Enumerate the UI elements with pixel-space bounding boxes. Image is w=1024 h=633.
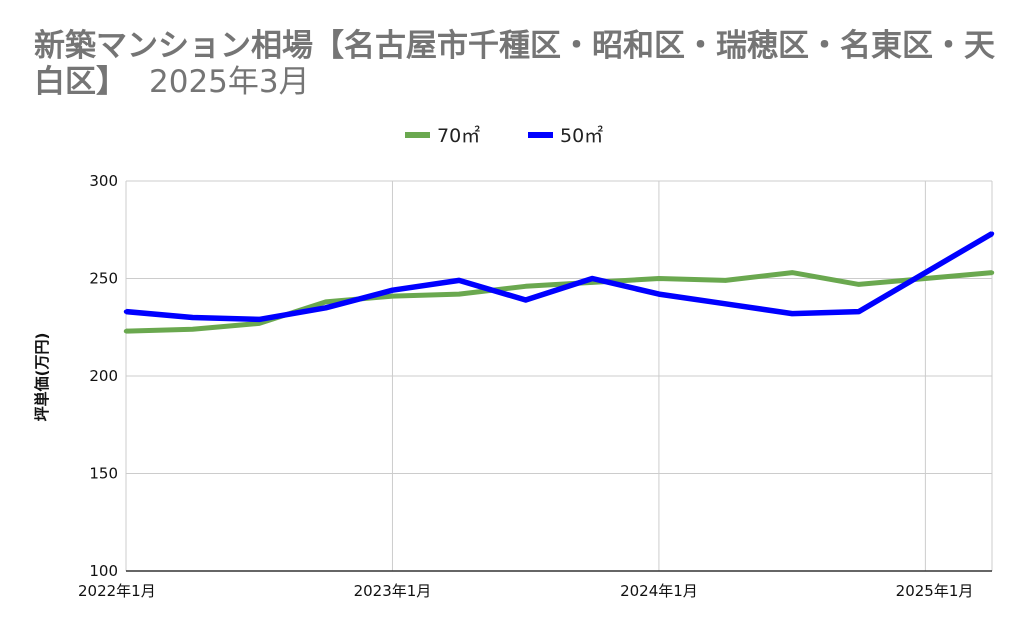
chart-title: 新築マンション相場【名古屋市千種区・昭和区・瑞穂区・名東区・天白区】 2025年3… (34, 28, 1004, 100)
series-line-1 (125, 231, 994, 323)
data-point (257, 317, 262, 322)
data-point (123, 328, 129, 334)
y-tick-label: 300 (89, 172, 118, 190)
data-point (456, 291, 462, 297)
data-point (523, 284, 528, 289)
data-point (190, 315, 195, 320)
data-point (390, 288, 395, 293)
legend-label-0: 70㎡ (437, 124, 480, 147)
gridlines (125, 180, 993, 572)
chart-subtitle: 2025年3月 (149, 64, 310, 100)
data-point (323, 299, 329, 305)
series-line-0 (125, 270, 993, 334)
data-point (989, 231, 995, 236)
y-axis-title: 坪単価(万円) (33, 333, 51, 422)
y-tick-label: 150 (89, 465, 118, 483)
data-point (323, 305, 329, 310)
data-point (257, 321, 262, 326)
data-point (456, 278, 462, 283)
data-point (723, 301, 728, 307)
y-tick-label: 200 (89, 367, 118, 385)
data-point (923, 276, 928, 281)
data-point (856, 309, 861, 314)
data-point (590, 276, 595, 281)
y-tick-label: 250 (89, 270, 118, 288)
data-point (789, 311, 795, 316)
x-tick-label: 2024年1月 (620, 582, 698, 600)
data-point (390, 293, 395, 299)
data-point (923, 270, 928, 275)
x-tick-label: 2023年1月 (354, 582, 432, 600)
data-point (523, 297, 528, 303)
legend-label-1: 50㎡ (560, 124, 603, 147)
x-tick-label: 2025年1月 (896, 582, 974, 600)
y-axis-ticks: 100 150 200 250 300 (89, 172, 118, 580)
legend-item-1: 50㎡ (528, 124, 603, 147)
data-point (989, 270, 995, 275)
legend: 70㎡ 50㎡ (405, 124, 603, 147)
x-axis-ticks: 2022年1月 2023年1月 2024年1月 2025年1月 (78, 582, 973, 600)
data-point (190, 327, 195, 332)
x-tick-label: 2022年1月 (78, 582, 156, 600)
series-lines (123, 231, 995, 334)
data-point (656, 291, 662, 297)
legend-item-0: 70㎡ (405, 124, 480, 147)
data-point (123, 309, 129, 314)
y-tick-label: 100 (89, 562, 118, 580)
data-point (656, 276, 662, 281)
data-point (856, 282, 861, 287)
chart-title-text: 新築マンション相場【名古屋市千種区・昭和区・瑞穂区・名東区・天白区】 (34, 28, 995, 100)
data-point (723, 278, 728, 283)
data-point (789, 270, 795, 275)
